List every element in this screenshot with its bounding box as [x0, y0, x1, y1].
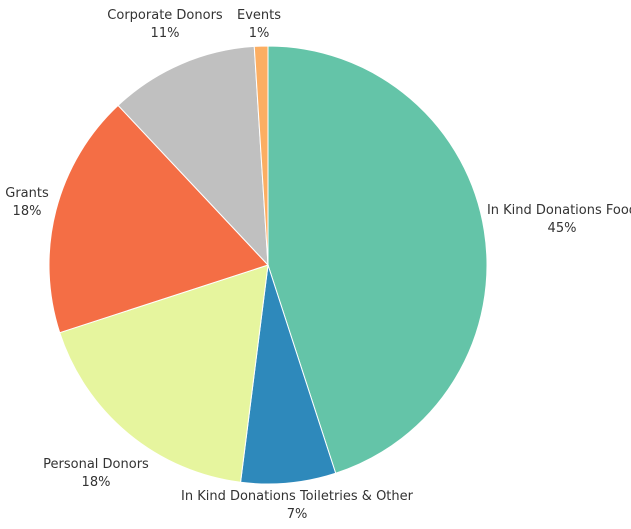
slice-label-in-kind-donations-toiletries-and-other: In Kind Donations Toiletries & Other — [181, 489, 414, 504]
slice-percent-in-kind-donations-toiletries-and-other: 7% — [287, 507, 308, 522]
slice-label-personal-donors: Personal Donors — [43, 457, 149, 472]
slice-percent-grants: 18% — [13, 204, 42, 219]
slice-label-events: Events — [237, 8, 281, 23]
slice-percent-events: 1% — [249, 26, 270, 41]
slice-events — [253, 45, 269, 266]
slice-label-grants: Grants — [5, 186, 49, 201]
slice-in-kind-donations-food — [267, 45, 488, 474]
slice-corporate-donors — [117, 45, 269, 267]
slice-personal-donors — [59, 264, 269, 483]
slice-percent-personal-donors: 18% — [82, 475, 111, 490]
slice-percent-in-kind-donations-food: 45% — [548, 221, 577, 236]
slice-percent-corporate-donors: 11% — [151, 26, 180, 41]
slice-label-in-kind-donations-food: In Kind Donations Food — [487, 203, 631, 218]
slice-grants — [48, 104, 269, 334]
slice-label-corporate-donors: Corporate Donors — [107, 8, 223, 23]
